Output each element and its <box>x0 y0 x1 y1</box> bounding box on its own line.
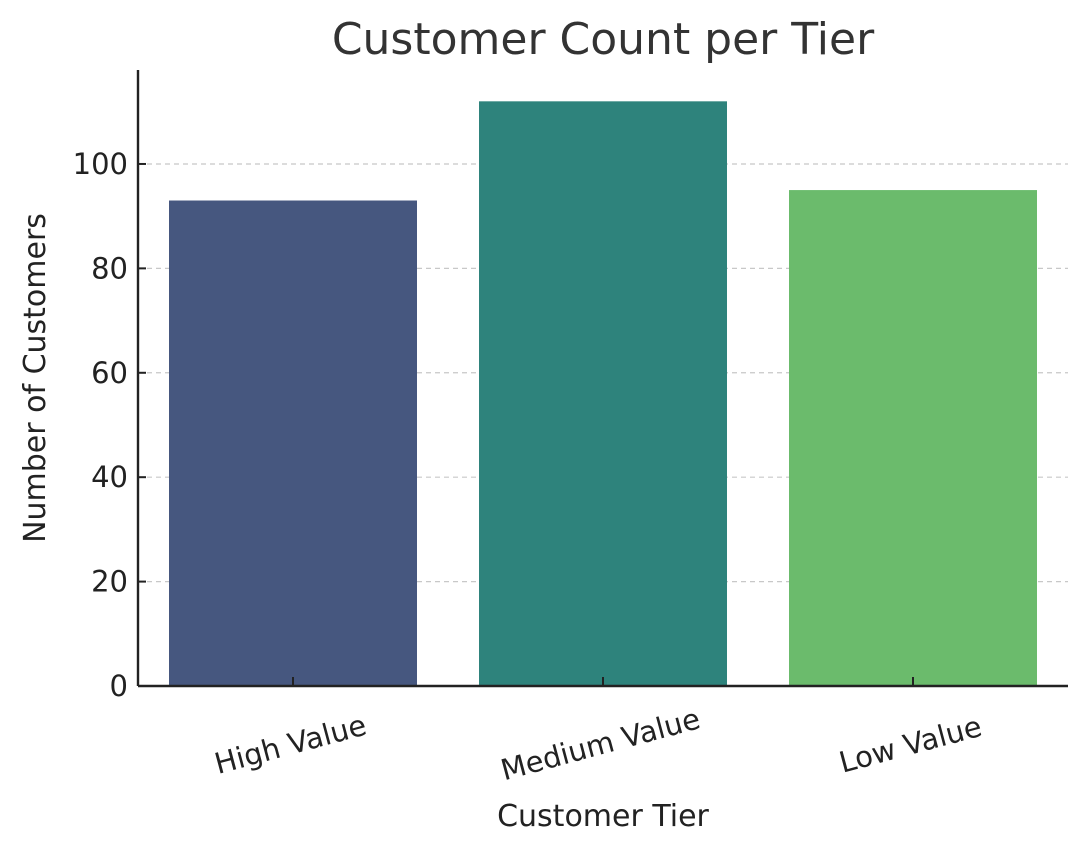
bar-medium-value <box>479 101 727 687</box>
y-tick-label: 20 <box>91 565 128 599</box>
x-tick-label: High Value <box>211 708 370 781</box>
y-tick-label: 40 <box>91 460 128 494</box>
bars <box>169 101 1037 687</box>
x-axis-label: Customer Tier <box>497 799 709 834</box>
y-tick-label: 100 <box>73 147 128 181</box>
x-tick-label: Medium Value <box>497 701 704 787</box>
y-tick-label: 80 <box>91 251 128 285</box>
y-ticks: 0 20 40 60 80 100 <box>73 147 146 703</box>
y-axis-label: Number of Customers <box>18 213 53 543</box>
chart-title: Customer Count per Tier <box>332 14 875 65</box>
x-ticks: High Value Medium Value Low Value <box>211 677 985 787</box>
x-tick-label: Low Value <box>836 709 986 780</box>
y-tick-label: 60 <box>91 356 128 390</box>
bar-high-value <box>169 200 417 686</box>
bar-low-value <box>789 190 1037 686</box>
y-tick-label: 0 <box>110 669 128 703</box>
